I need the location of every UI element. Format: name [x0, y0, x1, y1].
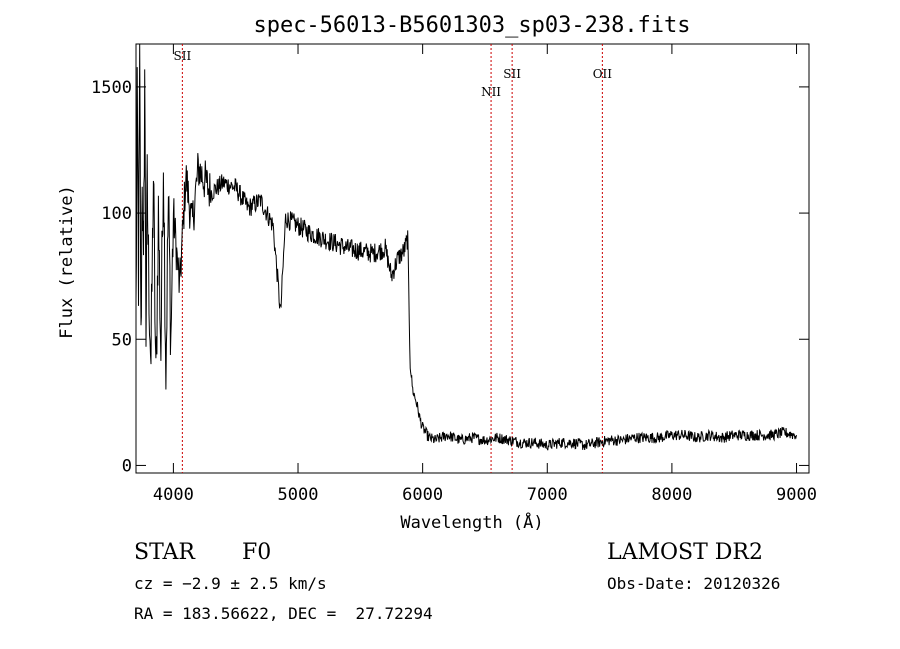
- line-marker-label: NII: [481, 85, 501, 99]
- x-tick-label: 7000: [527, 485, 568, 505]
- x-axis-label: Wavelength (Å): [400, 511, 543, 533]
- x-tick-label: 5000: [278, 485, 319, 505]
- y-tick-label: 50: [112, 330, 132, 350]
- x-tick-label: 6000: [402, 485, 443, 505]
- line-marker-label: OII: [593, 67, 613, 81]
- observation-date: Obs-Date: 20120326: [607, 574, 781, 593]
- coordinates-text: RA = 183.56622, DEC = 27.72294: [134, 604, 433, 623]
- x-tick-label: 8000: [651, 485, 692, 505]
- survey-name: LAMOST DR2: [607, 540, 763, 565]
- redshift-text: cz = −2.9 ± 2.5 km/s: [134, 574, 327, 593]
- y-tick-label: 1500: [91, 78, 132, 98]
- object-type: STAR: [134, 540, 195, 565]
- y-axis-label: Flux (relative): [57, 185, 77, 339]
- chart-title: spec-56013-B5601303_sp03-238.fits: [253, 13, 690, 38]
- y-tick-label: 0: [122, 456, 132, 476]
- y-axis: 0 50 100 1500: [91, 78, 809, 476]
- x-tick-label: 4000: [153, 485, 194, 505]
- x-tick-label: 9000: [776, 485, 817, 505]
- line-marker-label: SII: [174, 49, 192, 63]
- y-tick-label: 100: [101, 204, 132, 224]
- x-axis: 4000 5000 6000 7000 8000 9000: [153, 44, 817, 505]
- spectrum-line: [135, 44, 797, 451]
- line-marker-label: SII: [503, 67, 521, 81]
- plot-frame: [135, 43, 810, 474]
- object-subclass: F0: [242, 540, 272, 565]
